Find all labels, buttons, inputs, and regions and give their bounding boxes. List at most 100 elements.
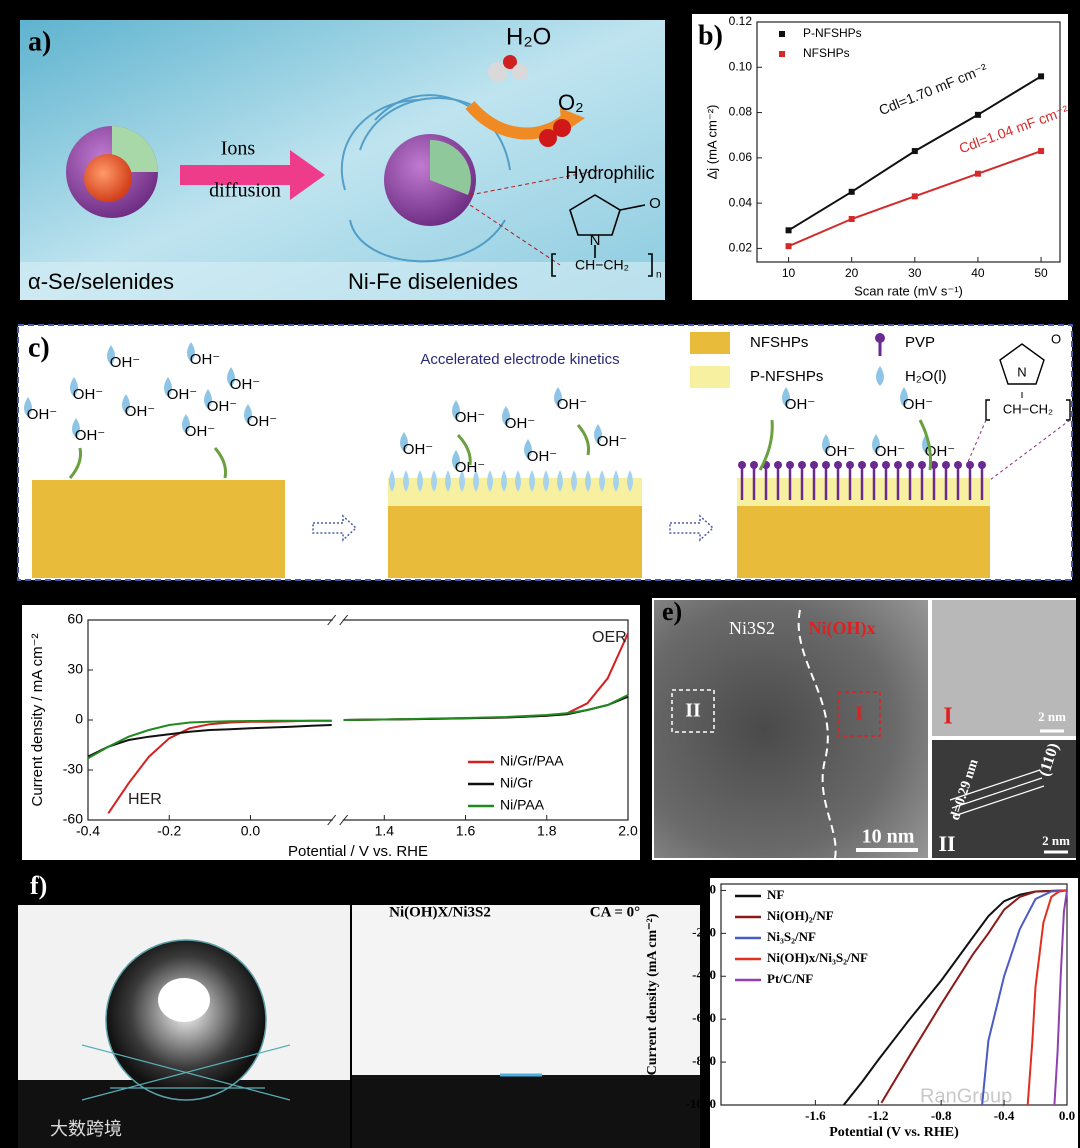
- y-tick-label: -30: [63, 761, 83, 777]
- legend-label: NFSHPs: [803, 46, 850, 60]
- pvp-head: [954, 461, 962, 469]
- watermark: RanGroup: [920, 1085, 1012, 1107]
- droplet-highlight: [158, 978, 210, 1022]
- break-mark: [339, 814, 349, 826]
- x-axis-label: Potential / V vs. RHE: [288, 843, 428, 860]
- x-tick-label: 20: [845, 266, 859, 280]
- axis-break: [332, 616, 343, 624]
- phase-label: Ni(OH)x: [809, 618, 876, 639]
- atom: N: [590, 232, 601, 249]
- lattice-lines: [949, 769, 1045, 817]
- y-tick-label: 0: [710, 881, 717, 896]
- water-drop: [452, 450, 460, 470]
- ion-label: OH⁻: [125, 403, 155, 420]
- legend-label: Ni/Gr: [500, 775, 533, 791]
- y-tick-label: 0.04: [729, 195, 753, 209]
- flow-arrow: [213, 447, 227, 479]
- break-mark: [339, 614, 349, 626]
- atom: O: [1051, 331, 1061, 346]
- inset-label: II: [938, 831, 955, 856]
- region-label: I: [855, 703, 863, 725]
- water-drop: [452, 400, 460, 420]
- panel-f-chart-background: [710, 878, 1078, 1148]
- chart: -1.6 -1.2 -0.8 -0.4 0.0 0 -200 -400 -600 -800 -100…: [645, 881, 1075, 1140]
- atom: N: [1017, 364, 1026, 379]
- x-tick-label: -0.4: [994, 1108, 1015, 1123]
- flow-arrow: [456, 433, 472, 466]
- hollow-shell: [430, 139, 471, 195]
- ion-label: OH⁻: [825, 443, 855, 460]
- water-drop: [122, 394, 130, 414]
- surface-drop: [627, 470, 633, 492]
- ion-label: OH⁻: [903, 396, 933, 413]
- water-drop: [70, 377, 78, 397]
- surface-drop: [599, 470, 605, 492]
- caption: α-Se/selenides: [28, 269, 174, 294]
- legend-swatch: [690, 332, 730, 354]
- legend-marker: [779, 31, 785, 37]
- data-point: [974, 170, 981, 177]
- pvp-head: [798, 461, 806, 469]
- legend-label: Ni/PAA: [500, 797, 545, 813]
- tem-image: [654, 600, 928, 858]
- pvp-head: [906, 461, 914, 469]
- ion-label: OH⁻: [527, 448, 557, 465]
- legend-label: NF: [767, 887, 784, 902]
- surface-drop: [571, 470, 577, 492]
- inset-label: I: [943, 704, 952, 730]
- panel-e: e) Ni3S2 Ni(OH)x II I 10 nm I 2 nm d=0.2…: [652, 597, 1076, 860]
- y-tick-label: -800: [692, 1053, 716, 1068]
- water-drop: [400, 432, 408, 452]
- oxygen-atom: [539, 129, 557, 147]
- region-box: [837, 691, 881, 737]
- molecule-label: H₂O: [506, 23, 551, 50]
- y-axis-label: Δj (mA cm⁻²): [704, 105, 719, 180]
- surface-drop: [431, 470, 437, 492]
- panel-f: f) Ni(OH)X/Ni3S2 CA = 0° 大数跨境 RanGroup: [18, 871, 1078, 1148]
- panel-label: b): [698, 20, 723, 51]
- contact-angle-lines: [81, 1044, 291, 1101]
- ion-label: OH⁻: [27, 406, 57, 423]
- water-drop: [164, 377, 172, 397]
- data-point: [911, 193, 918, 200]
- molecule-label: O₂: [558, 90, 584, 115]
- x-tick-label: -0.4: [76, 823, 100, 839]
- panel-label: c): [28, 332, 50, 363]
- water-drop: [822, 434, 830, 454]
- y-tick-label: 0.08: [729, 105, 753, 119]
- ion-label: OH⁻: [403, 441, 433, 458]
- pvp-head: [966, 461, 974, 469]
- series-line: [1026, 889, 1068, 1106]
- flow-arrow: [576, 424, 590, 456]
- flow-arrow: [68, 447, 82, 479]
- legend-drop: [876, 366, 884, 386]
- water-drop: [554, 387, 562, 407]
- water-atom: [488, 62, 508, 82]
- panel-b-background: [692, 14, 1068, 300]
- coating: [737, 478, 990, 506]
- water-drop: [24, 397, 32, 417]
- water-drop: [182, 414, 190, 434]
- ion-label: OH⁻: [557, 396, 587, 413]
- y-tick-label: -200: [692, 924, 716, 939]
- y-axis-label: Current density (mA cm⁻²): [645, 913, 660, 1075]
- chain: CH−CH₂: [1003, 401, 1053, 416]
- series-line: [343, 694, 629, 721]
- x-tick-label: 30: [908, 266, 922, 280]
- ion-label: OH⁻: [185, 423, 215, 440]
- region-box: [671, 689, 715, 733]
- core: [84, 154, 132, 202]
- x-tick-label: 1.6: [456, 823, 476, 839]
- x-tick-label: 50: [1034, 266, 1048, 280]
- ion-label: OH⁻: [167, 386, 197, 403]
- ion-label: OH⁻: [110, 354, 140, 371]
- scale-label: 2 nm: [1042, 833, 1070, 848]
- pvp-head: [846, 461, 854, 469]
- legend-label: Ni(OH)x/Ni₃S₂/NF: [767, 950, 868, 965]
- data-point: [848, 215, 855, 222]
- y-tick-label: 0.10: [729, 59, 753, 73]
- surface-drop: [473, 470, 479, 492]
- water-drop: [524, 439, 532, 459]
- ion-label: OH⁻: [73, 386, 103, 403]
